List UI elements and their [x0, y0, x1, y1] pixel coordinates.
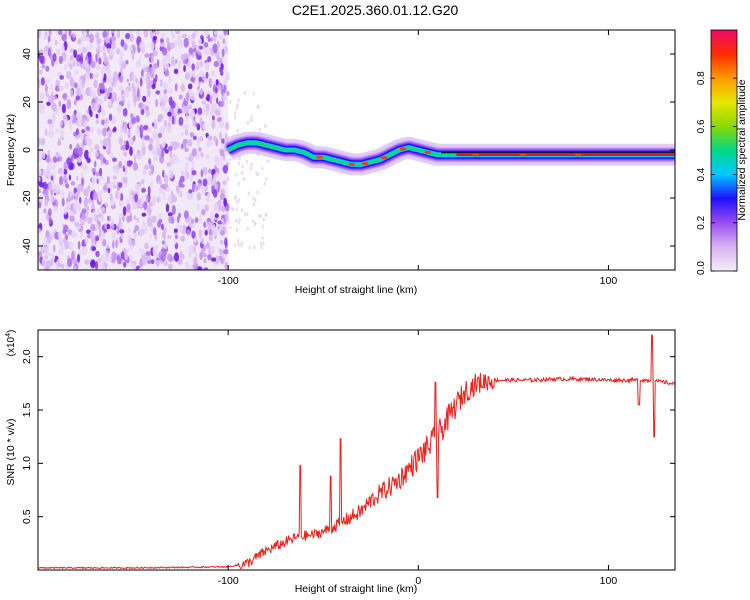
y-tick-label: 20: [21, 96, 33, 108]
x-tick-label: 100: [600, 575, 618, 587]
colorbar-tick-label: 0.4: [696, 167, 707, 181]
spectrogram-panel: -100 100 -40 -20 0 20 40 Frequency (Hz) Height…: [5, 29, 676, 296]
x-tick-label: 0: [415, 575, 421, 587]
snr-panel: -100 0 100 0.5 1.0 1.5 2.0 SNR (10 * v/v) (x10…: [5, 329, 676, 595]
colorbar-tick-label: 0.2: [696, 215, 707, 229]
y-tick-label: 40: [21, 48, 33, 60]
snr-x-axis-label: Height of straight line (km): [295, 583, 418, 595]
x-tick-label: 100: [600, 275, 618, 287]
colorbar-tick-label: 0.8: [696, 71, 707, 85]
y-tick-label: 0.5: [21, 509, 33, 524]
y-tick-label: 2.0: [21, 349, 33, 364]
y-tick-label: 1.5: [21, 403, 33, 418]
frequency-trace: [223, 131, 675, 176]
colorbar-label: Normalized spectral amplitude: [736, 79, 748, 220]
spectrogram-y-axis-label: Frequency (Hz): [5, 114, 17, 186]
colorbar-tick-label: 0.0: [696, 261, 707, 275]
colorbar: 0.0 0.2 0.4 0.6 0.8 Normalized spectral ampl…: [696, 29, 748, 275]
y-tick-label: 1.0: [21, 456, 33, 471]
x-tick-label: -100: [218, 275, 239, 287]
y-tick-label: -40: [21, 238, 33, 253]
spectrogram-x-axis-label: Height of straight line (km): [295, 284, 418, 296]
y-tick-label: -20: [21, 190, 33, 205]
y-tick-label: 0: [21, 147, 33, 153]
colorbar-tick-label: 0.6: [696, 119, 707, 133]
colorbar-gradient: [710, 29, 738, 272]
snr-series-line: [38, 334, 675, 570]
chart-title: C2E1.2025.360.01.12.G20: [291, 2, 459, 18]
snr-axes-frame: [37, 329, 676, 571]
snr-scale-label: (x104): [5, 330, 17, 357]
noise-region: [38, 30, 269, 270]
snr-y-axis-label: SNR (10 * v/v): [5, 418, 17, 485]
x-tick-label: -100: [218, 575, 239, 587]
